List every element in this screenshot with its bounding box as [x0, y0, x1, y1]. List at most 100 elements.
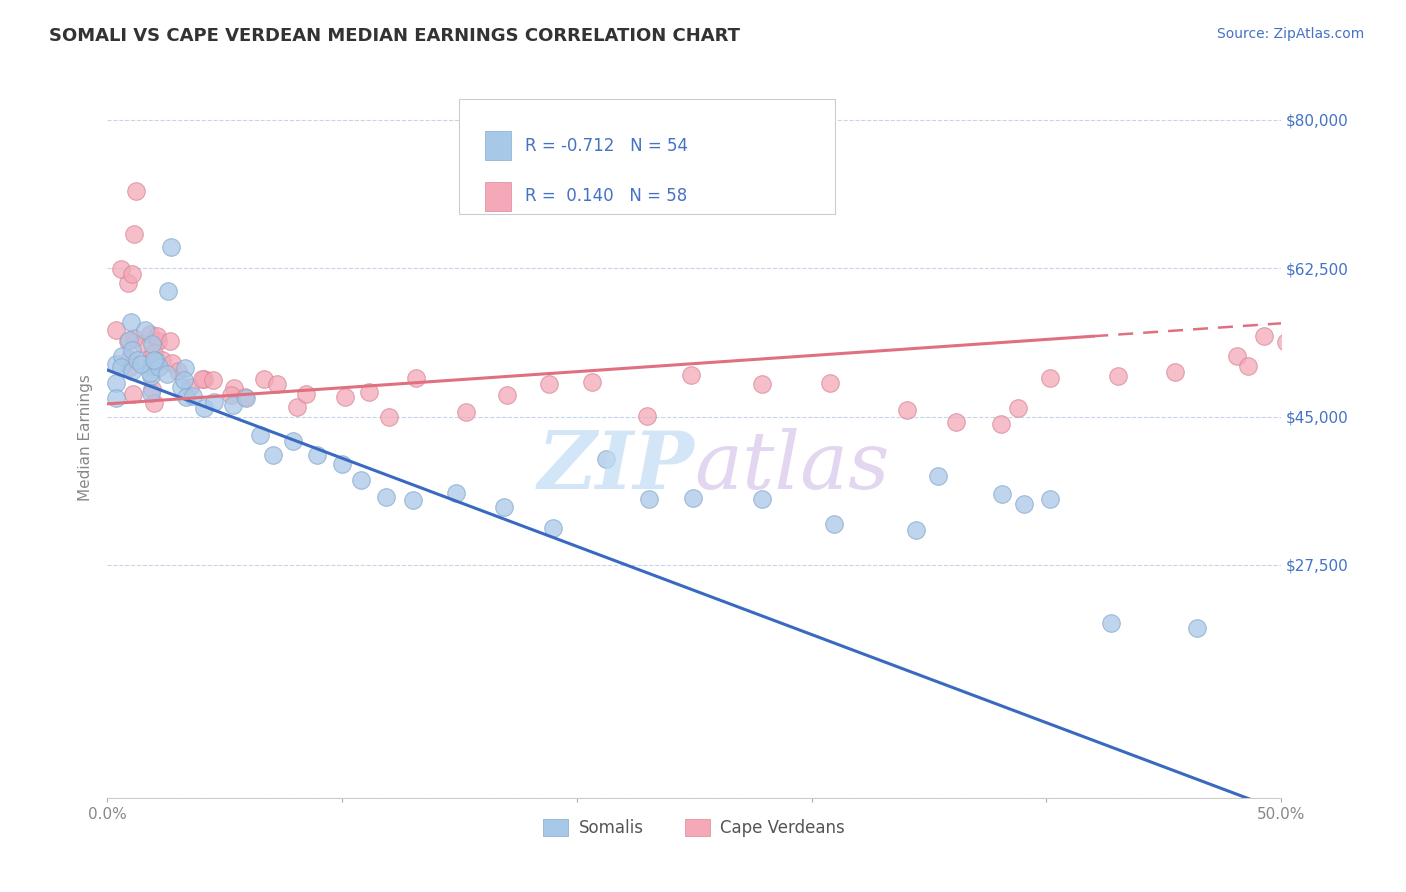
Point: [142, 396, 165, 410]
Point: [169, 380, 191, 394]
FancyBboxPatch shape: [485, 131, 510, 161]
Point: [595, 451, 617, 466]
Text: ZIP: ZIP: [537, 428, 695, 506]
Point: [751, 377, 773, 392]
Point: [904, 524, 927, 538]
Point: [202, 394, 225, 409]
Point: [221, 388, 243, 402]
Point: [118, 351, 141, 366]
Point: [173, 360, 195, 375]
Point: [1226, 350, 1249, 364]
Point: [145, 353, 167, 368]
Point: [374, 490, 396, 504]
Point: [174, 390, 197, 404]
Point: [122, 227, 145, 242]
Point: [166, 364, 188, 378]
Point: [307, 448, 329, 462]
Point: [121, 363, 143, 377]
Point: [111, 349, 134, 363]
Point: [104, 376, 127, 391]
Legend: Somalis, Cape Verdeans: Somalis, Cape Verdeans: [537, 813, 852, 844]
Point: [143, 352, 166, 367]
Point: [283, 434, 305, 448]
Text: R = -0.712   N = 54: R = -0.712 N = 54: [524, 136, 688, 155]
Y-axis label: Median Earnings: Median Earnings: [79, 375, 93, 501]
Point: [146, 334, 169, 348]
Point: [1237, 359, 1260, 373]
Point: [121, 267, 143, 281]
Point: [249, 428, 271, 442]
Point: [148, 359, 170, 374]
Point: [378, 409, 401, 424]
Point: [896, 403, 918, 417]
Point: [125, 184, 148, 198]
Point: [1253, 329, 1275, 343]
Point: [1012, 497, 1035, 511]
Point: [134, 322, 156, 336]
Point: [157, 285, 180, 299]
Point: [160, 356, 183, 370]
Point: [991, 486, 1014, 500]
Point: [330, 457, 353, 471]
Point: [118, 359, 141, 374]
Point: [127, 353, 149, 368]
Point: [1039, 491, 1062, 506]
Point: [541, 521, 564, 535]
Point: [1007, 401, 1029, 415]
Point: [159, 334, 181, 349]
Point: [138, 326, 160, 341]
Point: [181, 389, 204, 403]
Point: [990, 417, 1012, 431]
Point: [335, 391, 357, 405]
Point: [1185, 621, 1208, 635]
Point: [357, 384, 380, 399]
Point: [110, 360, 132, 375]
Point: [105, 357, 128, 371]
Point: [118, 333, 141, 347]
Point: [222, 381, 245, 395]
Text: Source: ZipAtlas.com: Source: ZipAtlas.com: [1216, 27, 1364, 41]
Point: [262, 448, 284, 462]
Point: [945, 415, 967, 429]
Point: [117, 334, 139, 348]
Point: [117, 276, 139, 290]
Point: [637, 409, 659, 424]
Text: atlas: atlas: [695, 428, 890, 506]
Point: [401, 492, 423, 507]
Point: [295, 387, 318, 401]
Point: [1039, 370, 1062, 384]
Point: [145, 328, 167, 343]
Point: [156, 368, 179, 382]
Point: [751, 492, 773, 507]
Point: [104, 323, 127, 337]
Point: [141, 386, 163, 401]
Point: [682, 491, 704, 506]
Point: [143, 345, 166, 359]
Point: [131, 335, 153, 350]
Point: [141, 336, 163, 351]
Point: [191, 372, 214, 386]
Point: [679, 368, 702, 383]
Point: [495, 388, 517, 402]
Point: [823, 516, 845, 531]
Point: [201, 373, 224, 387]
Point: [110, 261, 132, 276]
Point: [150, 353, 173, 368]
Point: [1107, 369, 1129, 384]
Point: [1275, 334, 1298, 349]
Text: SOMALI VS CAPE VERDEAN MEDIAN EARNINGS CORRELATION CHART: SOMALI VS CAPE VERDEAN MEDIAN EARNINGS C…: [49, 27, 740, 45]
Point: [139, 350, 162, 364]
Point: [444, 486, 467, 500]
Point: [253, 372, 276, 386]
Point: [285, 401, 308, 415]
Point: [121, 343, 143, 357]
Point: [160, 240, 183, 254]
Point: [122, 331, 145, 345]
Point: [454, 405, 477, 419]
Point: [120, 315, 142, 329]
Point: [637, 492, 659, 507]
Point: [818, 376, 841, 391]
FancyBboxPatch shape: [460, 99, 835, 214]
Point: [222, 399, 245, 413]
Point: [537, 377, 560, 392]
